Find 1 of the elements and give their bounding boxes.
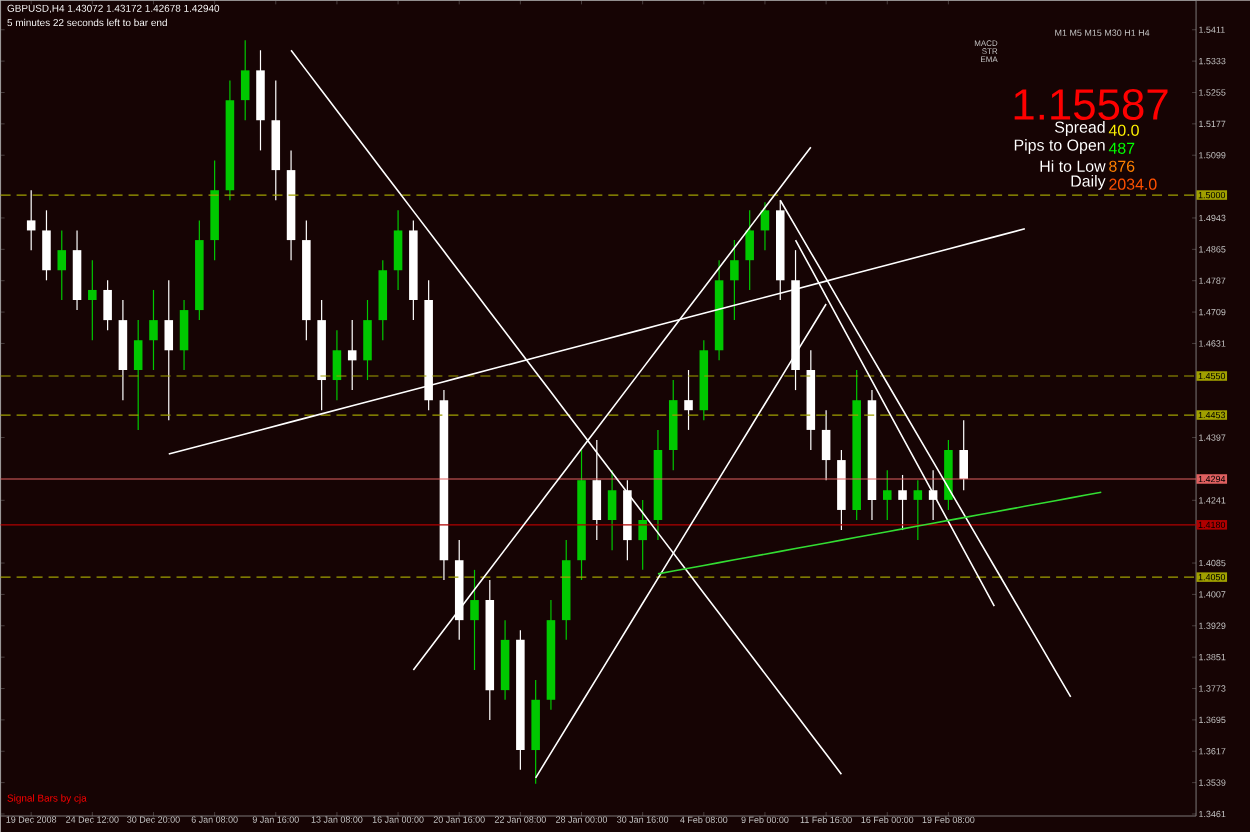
annotation: 1.15587 [1014, 88, 1168, 120]
